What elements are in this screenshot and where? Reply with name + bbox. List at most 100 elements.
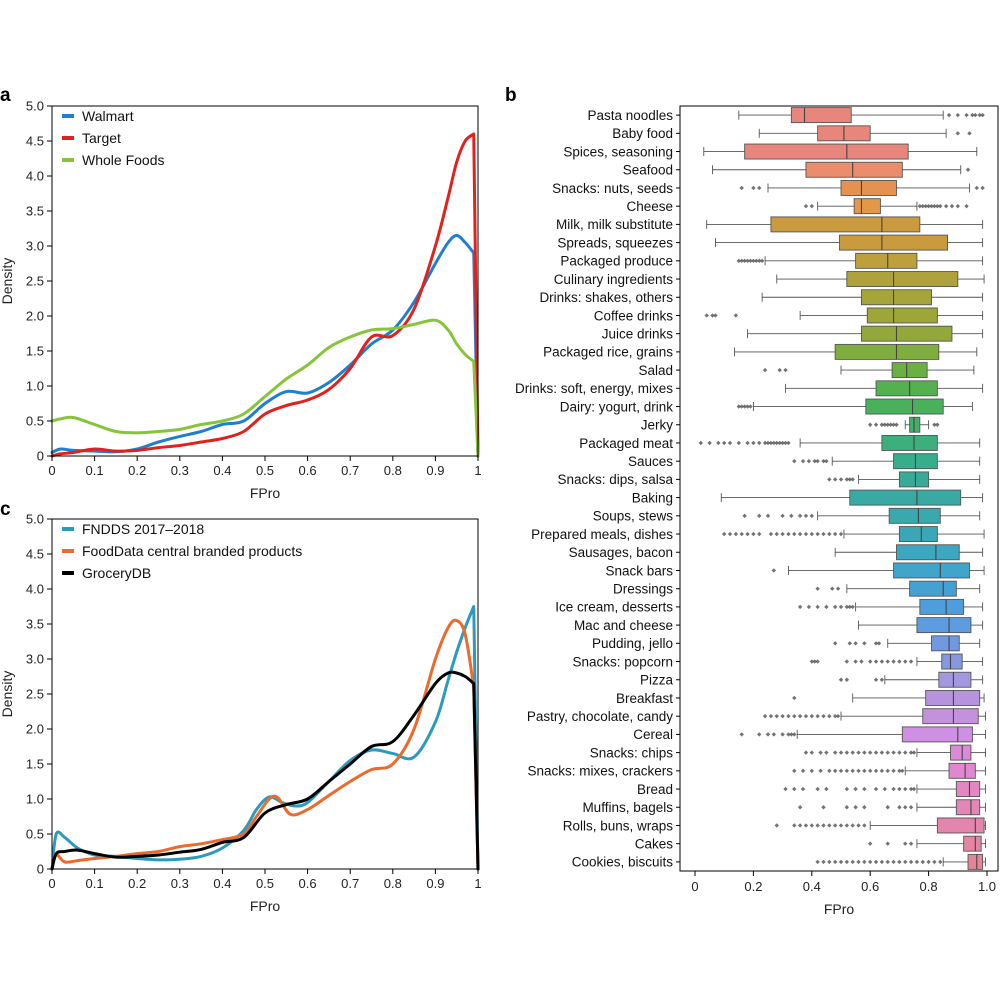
outlier-point xyxy=(873,786,879,792)
outlier-point xyxy=(917,203,923,209)
box xyxy=(938,671,972,688)
outlier-point xyxy=(838,768,844,774)
outlier-point xyxy=(873,641,879,646)
outlier-point xyxy=(815,823,820,828)
outlier-point xyxy=(739,185,744,191)
outlier-point xyxy=(850,859,855,865)
category-label: Snacks: nuts, seeds xyxy=(552,181,673,196)
box xyxy=(936,817,985,834)
outlier-point xyxy=(812,659,817,664)
box xyxy=(860,289,932,306)
outlier-point xyxy=(736,258,741,264)
x-tick-label: 1 xyxy=(474,876,481,891)
x-tick-label: 0.4 xyxy=(213,876,231,891)
outlier-point xyxy=(748,258,753,264)
outlier-point xyxy=(964,112,969,118)
outlier-point xyxy=(847,477,852,482)
box-row xyxy=(868,835,986,852)
panel-a-density-chart: 0 0.1 0.2 0.3 0.4 0.5 0.6 0.7 0.8 0.9 1 0 0.5 1.0 1.5 2… xyxy=(0,99,482,502)
outlier-point xyxy=(938,859,943,865)
box-row xyxy=(815,580,981,597)
category-label: Milk, milk substitute xyxy=(556,217,673,232)
outlier-point xyxy=(818,750,823,755)
category-label: Packaged rice, grains xyxy=(543,345,673,360)
outlier-point xyxy=(876,641,882,646)
outlier-point xyxy=(932,422,937,427)
outlier-point xyxy=(844,768,850,774)
box-row xyxy=(739,180,985,196)
outlier-point xyxy=(780,713,785,719)
outlier-point xyxy=(847,641,852,646)
outlier-point xyxy=(832,823,838,828)
outlier-point xyxy=(838,677,844,682)
outlier-point xyxy=(739,732,744,737)
outlier-point xyxy=(980,112,985,118)
outlier-point xyxy=(792,695,797,701)
box xyxy=(922,708,979,725)
outlier-point xyxy=(868,859,873,865)
box xyxy=(860,325,953,342)
outlier-point xyxy=(873,859,879,865)
box-row xyxy=(712,161,971,178)
outlier-point xyxy=(897,859,902,865)
outlier-point xyxy=(739,404,744,409)
outlier-point xyxy=(762,367,768,373)
box xyxy=(744,143,909,160)
outlier-point xyxy=(774,713,779,719)
outlier-point xyxy=(868,841,873,846)
outlier-point xyxy=(844,477,850,482)
outlier-point xyxy=(742,404,747,409)
x-tick-label: 0.8 xyxy=(384,876,402,891)
panel-b-letter: b xyxy=(505,85,517,106)
outlier-point xyxy=(815,659,820,664)
outlier-point xyxy=(783,786,788,792)
box-row xyxy=(792,762,986,779)
category-label: Cereal xyxy=(633,727,673,742)
outlier-point xyxy=(780,531,785,537)
outlier-point xyxy=(970,112,975,118)
outlier-point xyxy=(868,750,873,755)
y-tick-label: 0 xyxy=(37,862,44,877)
outlier-point xyxy=(830,586,835,591)
outlier-point xyxy=(891,750,896,755)
outlier-point xyxy=(885,841,890,846)
outlier-point xyxy=(780,513,785,519)
x-tick-label: 0 xyxy=(48,876,55,891)
outlier-point xyxy=(757,531,762,537)
outlier-point xyxy=(847,604,852,610)
outlier-point xyxy=(835,713,841,719)
outlier-point xyxy=(862,750,867,755)
box-row xyxy=(736,252,984,269)
outlier-point xyxy=(745,531,750,537)
outlier-point xyxy=(832,768,838,774)
outlier-point xyxy=(965,167,971,172)
outlier-point xyxy=(844,677,850,682)
category-label: Packaged produce xyxy=(560,254,673,269)
outlier-point xyxy=(974,185,979,191)
outlier-point xyxy=(803,823,809,828)
outlier-point xyxy=(806,604,812,610)
category-label: Cakes xyxy=(635,836,674,851)
outlier-point xyxy=(844,786,850,792)
category-label: Snacks: chips xyxy=(590,745,674,760)
category-label: Baby food xyxy=(612,126,673,141)
x-tick-label: 0.3 xyxy=(171,463,189,478)
x-tick-label: 0.9 xyxy=(426,463,444,478)
outlier-point xyxy=(977,112,982,118)
outlier-point xyxy=(908,859,914,865)
outlier-point xyxy=(771,732,777,737)
outlier-point xyxy=(713,313,718,318)
outlier-point xyxy=(882,422,887,427)
outlier-point xyxy=(757,258,762,264)
outlier-point xyxy=(733,313,739,318)
box-row xyxy=(720,489,984,506)
outlier-point xyxy=(862,768,867,774)
outlier-point xyxy=(879,750,885,755)
category-label: Baking xyxy=(632,490,673,505)
series-line-1 xyxy=(50,132,480,458)
box-row xyxy=(776,271,985,287)
category-label: Muffins, bagels xyxy=(582,800,673,815)
outlier-point xyxy=(859,659,864,664)
category-label: Salad xyxy=(638,363,673,378)
outlier-point xyxy=(885,659,890,664)
